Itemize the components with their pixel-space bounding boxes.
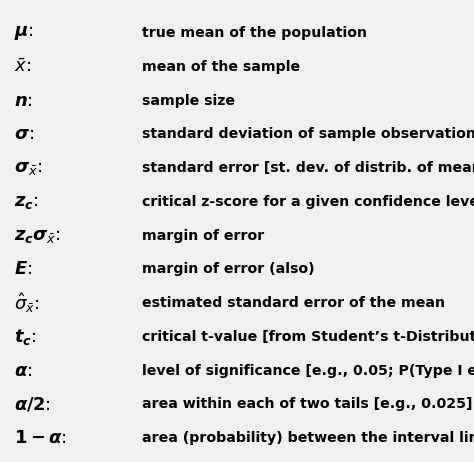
Text: area (probability) between the interval limits: area (probability) between the interval … bbox=[142, 431, 474, 445]
Text: margin of error: margin of error bbox=[142, 229, 264, 243]
Text: $\boldsymbol{E}$:: $\boldsymbol{E}$: bbox=[14, 261, 33, 279]
Text: $\boldsymbol{n}$:: $\boldsymbol{n}$: bbox=[14, 91, 33, 109]
Text: mean of the sample: mean of the sample bbox=[142, 60, 301, 74]
Text: $\boldsymbol{\alpha}$:: $\boldsymbol{\alpha}$: bbox=[14, 362, 33, 380]
Text: critical t-value [from Student’s t-Distribution]: critical t-value [from Student’s t-Distr… bbox=[142, 330, 474, 344]
Text: $\boldsymbol{z}_{\boldsymbol{c}}\boldsymbol{\sigma}_{\boldsymbol{\bar{x}}}$:: $\boldsymbol{z}_{\boldsymbol{c}}\boldsym… bbox=[14, 227, 61, 244]
Text: $\boldsymbol{\hat{\sigma}}_{\boldsymbol{\bar{x}}}$:: $\boldsymbol{\hat{\sigma}}_{\boldsymbol{… bbox=[14, 291, 40, 315]
Text: $\boldsymbol{t}_{\boldsymbol{c}}$:: $\boldsymbol{t}_{\boldsymbol{c}}$: bbox=[14, 327, 37, 347]
Text: estimated standard error of the mean: estimated standard error of the mean bbox=[142, 296, 445, 310]
Text: level of significance [e.g., 0.05; P(Type I error)]: level of significance [e.g., 0.05; P(Typ… bbox=[142, 364, 474, 377]
Text: $\boldsymbol{\alpha}\mathbf{/2}$:: $\boldsymbol{\alpha}\mathbf{/2}$: bbox=[14, 395, 51, 413]
Text: $\boldsymbol{\sigma}$:: $\boldsymbol{\sigma}$: bbox=[14, 125, 34, 143]
Text: critical z-score for a given confidence level: critical z-score for a given confidence … bbox=[142, 195, 474, 209]
Text: $\mathbf{1-}\boldsymbol{\alpha}$:: $\mathbf{1-}\boldsymbol{\alpha}$: bbox=[14, 429, 67, 447]
Text: standard error [st. dev. of distrib. of means]: standard error [st. dev. of distrib. of … bbox=[142, 161, 474, 175]
Text: area within each of two tails [e.g., 0.025]: area within each of two tails [e.g., 0.0… bbox=[142, 397, 473, 412]
Text: true mean of the population: true mean of the population bbox=[142, 26, 367, 40]
Text: $\boldsymbol{\bar{x}}$:: $\boldsymbol{\bar{x}}$: bbox=[14, 58, 31, 76]
Text: standard deviation of sample observations: standard deviation of sample observation… bbox=[142, 128, 474, 141]
Text: $\boldsymbol{z}_{\boldsymbol{c}}$:: $\boldsymbol{z}_{\boldsymbol{c}}$: bbox=[14, 193, 39, 211]
Text: $\boldsymbol{\mu}$:: $\boldsymbol{\mu}$: bbox=[14, 24, 34, 42]
Text: $\boldsymbol{\sigma}_{\boldsymbol{\bar{x}}}$:: $\boldsymbol{\sigma}_{\boldsymbol{\bar{x… bbox=[14, 159, 42, 177]
Text: sample size: sample size bbox=[142, 94, 235, 108]
Text: margin of error (also): margin of error (also) bbox=[142, 262, 315, 276]
